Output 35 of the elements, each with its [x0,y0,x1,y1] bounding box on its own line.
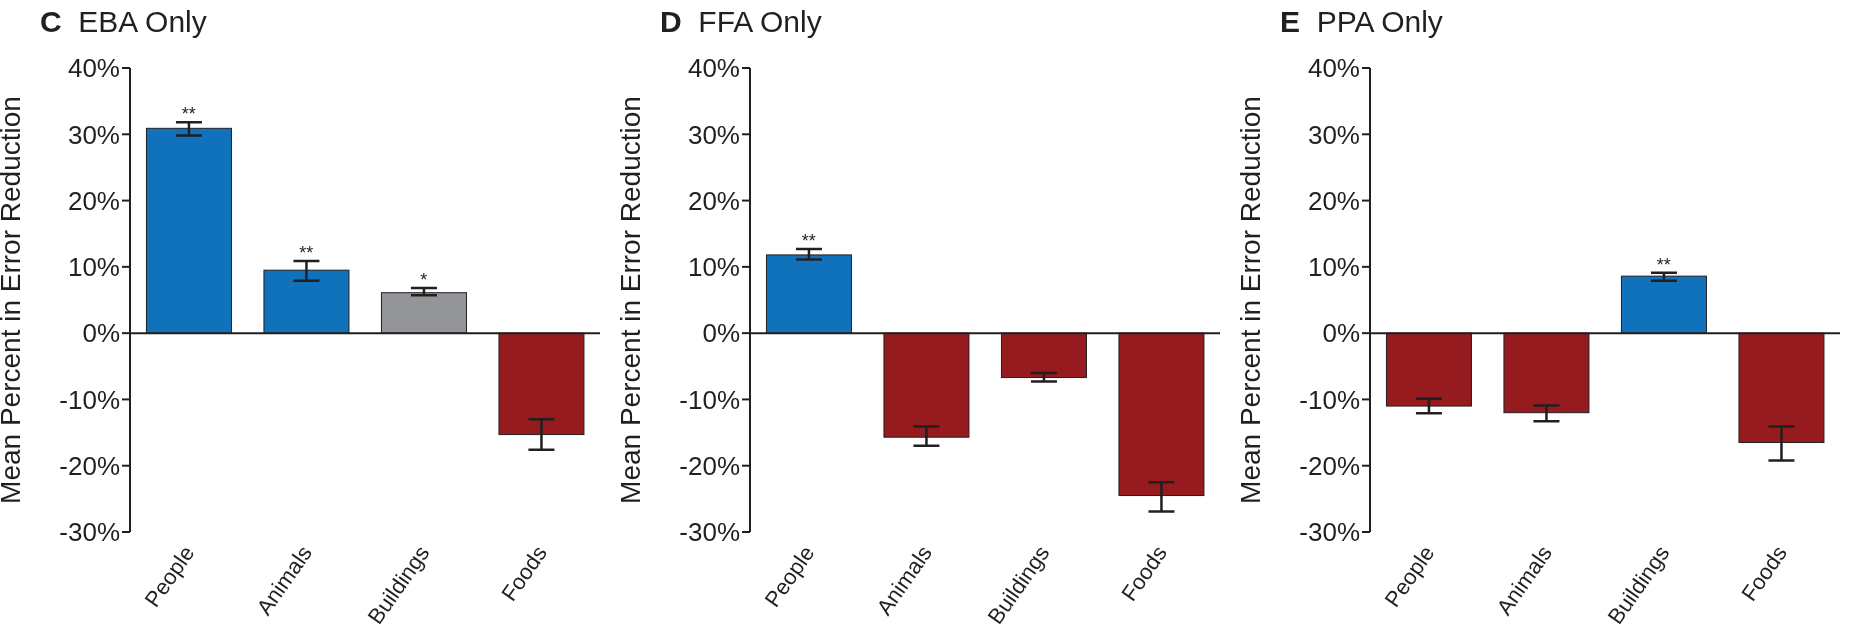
chart-title: C EBA Only [39,4,208,40]
annotation: ** [299,242,314,263]
y-tick-label: 40% [67,53,120,84]
y-tick-label: 30% [687,119,740,150]
y-tick-label: 40% [687,53,740,84]
y-axis-title: Mean Percent in Error Reduction [0,96,26,504]
y-tick-label: 30% [67,119,120,150]
y-tick-label: -20% [679,450,740,481]
y-tick-label: -20% [59,450,120,481]
y-tick-label: 20% [687,185,740,216]
y-tick-label: 0% [702,318,740,349]
chart-title: E PPA Only [1279,4,1444,40]
y-tick-label: 10% [1307,252,1360,283]
y-tick-label: 0% [1322,318,1360,349]
y-axis-title: Mean Percent in Error Reduction [614,96,646,504]
y-tick-label: 10% [67,252,120,283]
annotation: ** [181,104,196,125]
y-tick-label: -10% [59,384,120,415]
chart-title: D FFA Only [659,4,823,40]
y-tick-label: -30% [679,517,740,548]
y-tick-label: 0% [82,318,120,349]
y-axis-title: Mean Percent in Error Reduction [1234,96,1266,504]
y-tick-label: -20% [1299,450,1360,481]
y-tick-label: 40% [1307,53,1360,84]
y-tick-label: 20% [1307,185,1360,216]
annotation: * [420,270,428,291]
y-tick-label: 20% [67,185,120,216]
y-tick-label: 30% [1307,119,1360,150]
y-tick-label: -10% [1299,384,1360,415]
y-tick-label: -30% [59,517,120,548]
y-tick-label: -10% [679,384,740,415]
annotation: ** [801,230,816,251]
y-tick-label: 10% [687,252,740,283]
y-tick-label: -30% [1299,517,1360,548]
annotation: ** [1656,254,1671,275]
